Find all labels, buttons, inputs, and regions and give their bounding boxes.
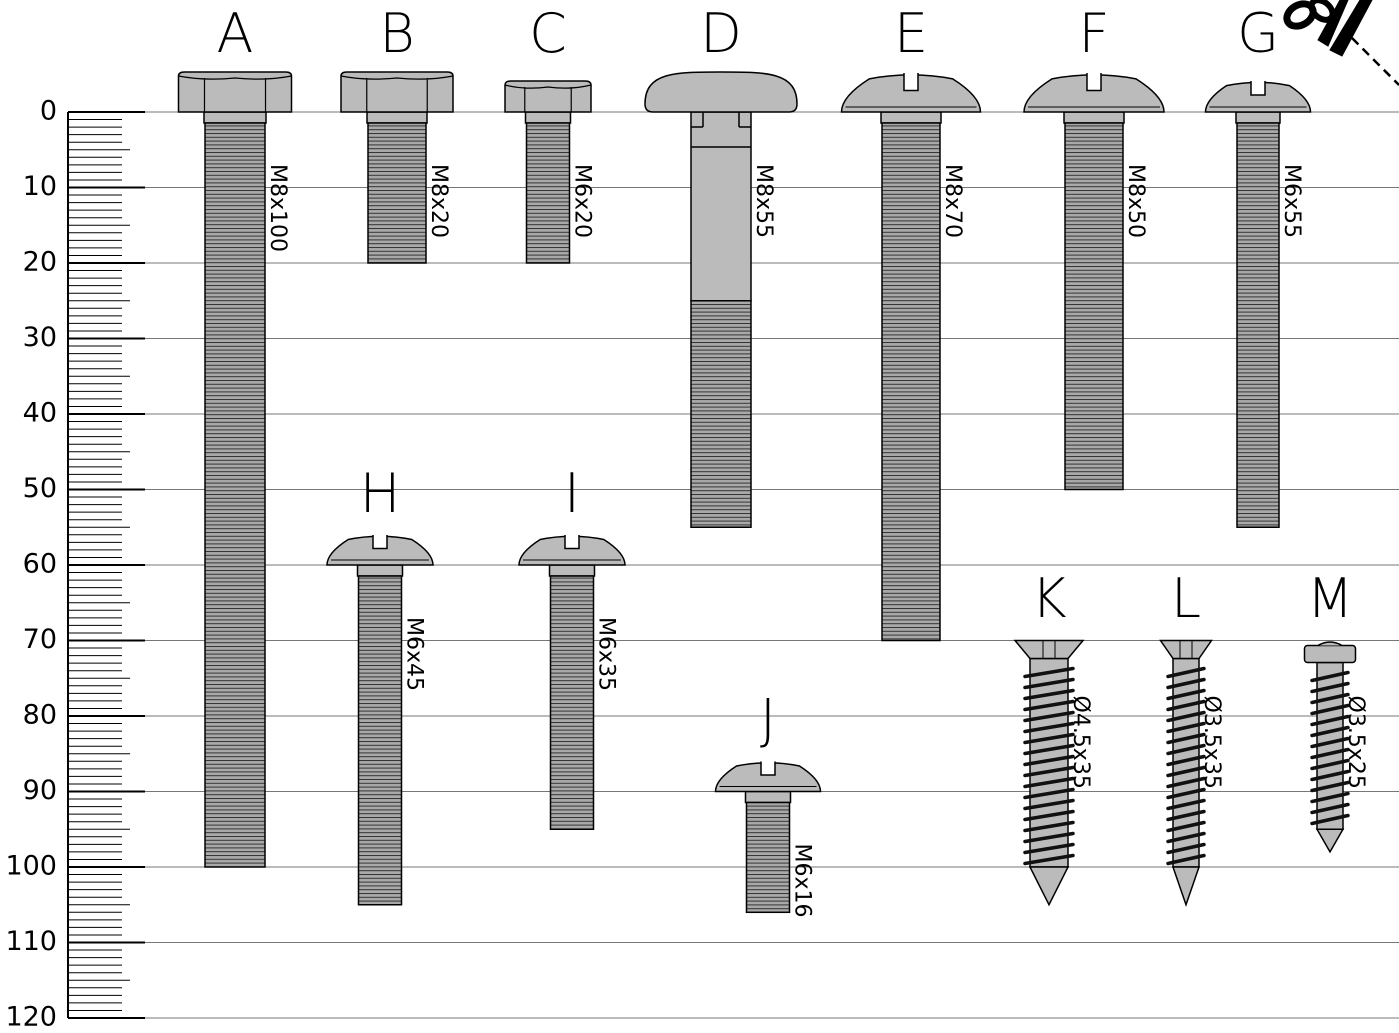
screw: C M6x20 <box>505 2 595 263</box>
screw-size: M6x20 <box>570 164 595 238</box>
screw: B M8x20 <box>341 2 453 263</box>
screw: F M8x50 <box>1024 2 1164 490</box>
scissors-icon <box>1283 0 1399 85</box>
ruler-tick-label: 100 <box>5 851 57 882</box>
thread <box>359 576 402 905</box>
countersunk-head <box>1161 641 1212 659</box>
slot <box>761 759 775 776</box>
thread <box>691 301 751 528</box>
screw-size: M6x55 <box>1279 164 1304 238</box>
slot <box>373 532 387 549</box>
countersunk-head <box>1015 641 1083 659</box>
bolt-smooth-shank <box>691 112 751 301</box>
screw: M Ø3.5x25 <box>1305 567 1369 852</box>
carriage-head <box>645 72 797 112</box>
screw-size: M8x70 <box>940 164 965 238</box>
ruler-tick-label: 80 <box>23 700 57 731</box>
pan-head <box>1305 646 1356 663</box>
screw-size: Ø4.5x35 <box>1068 696 1093 789</box>
screw-size: M8x100 <box>265 164 290 252</box>
ruler-tick-label: 110 <box>5 926 57 957</box>
screw: K Ø4.5x35 <box>1015 567 1093 905</box>
screw-size: M8x50 <box>1123 164 1148 238</box>
screw: J M6x16 <box>716 688 821 918</box>
screw-size: M8x55 <box>751 164 776 238</box>
screw: E M8x70 <box>842 2 981 641</box>
bolt-neck <box>1064 112 1124 123</box>
ruler-tick-label: 120 <box>5 1002 57 1033</box>
bolt-neck <box>358 565 403 576</box>
screw-size: M6x45 <box>402 617 427 691</box>
thread <box>527 123 570 263</box>
bolt-neck <box>550 565 595 576</box>
screw-letter: G <box>1237 2 1279 65</box>
screw-size: Ø3.5x25 <box>1343 696 1368 789</box>
screw-size: Ø3.5x35 <box>1199 696 1224 789</box>
bolt-neck <box>746 792 791 803</box>
bolt-neck <box>526 112 571 123</box>
screw: H M6x45 <box>327 462 433 905</box>
screw-letter: B <box>379 2 414 65</box>
ruler-tick-label: 10 <box>23 171 57 202</box>
screw: A M8x100 <box>179 2 292 867</box>
screw: G M6x55 <box>1206 2 1311 527</box>
ruler-tick-label: 60 <box>23 549 57 580</box>
screws: A M8x100 B M8x20 C M6x20 D M8x55 E M8x70 F M8x50 G M6… <box>179 2 1369 918</box>
screw-letter: L <box>1171 567 1201 630</box>
screw-size: M6x16 <box>790 844 815 918</box>
screw-size-chart: 0 10 20 30 40 50 60 70 80 90 100 110 120 A M8x100 B M8x… <box>0 0 1399 1033</box>
slot <box>1318 642 1342 646</box>
screw: I M6x35 <box>519 462 625 829</box>
hex-head <box>505 81 591 112</box>
screw: D M8x55 <box>645 2 797 527</box>
thread <box>747 803 790 913</box>
screw-size: M6x35 <box>594 617 619 691</box>
ruler-tick-label: 40 <box>23 398 57 429</box>
screw-letter: H <box>360 462 401 525</box>
screw-letter: K <box>1031 567 1066 630</box>
bolt-neck <box>881 112 941 123</box>
thread <box>205 123 265 867</box>
ruler-tick-label: 30 <box>23 322 57 353</box>
screw-letter: J <box>760 688 776 751</box>
ruler-tick-label: 50 <box>23 473 57 504</box>
bolt-neck <box>1236 112 1280 123</box>
screw-tip <box>1173 867 1199 905</box>
screw-letter: D <box>700 2 742 65</box>
thread <box>1237 123 1279 527</box>
screw-tip <box>1030 867 1068 905</box>
slot <box>1087 70 1101 91</box>
ruler-tick-label: 90 <box>23 775 57 806</box>
slot <box>565 532 579 549</box>
screw-tip <box>1317 829 1343 852</box>
ruler-tick-label: 0 <box>40 96 57 127</box>
ruler-tick-label: 20 <box>23 247 57 278</box>
bolt-neck <box>204 112 266 123</box>
slot <box>904 70 918 91</box>
screw-letter: I <box>564 462 580 525</box>
screw-letter: F <box>1078 2 1109 65</box>
thread <box>368 123 426 263</box>
screw-letter: C <box>529 2 567 65</box>
thread <box>551 576 594 829</box>
screw-letter: E <box>894 2 928 65</box>
thread <box>1065 123 1123 490</box>
thread <box>882 123 940 641</box>
screw-size: M8x20 <box>426 164 451 238</box>
screw-letter: M <box>1307 567 1354 630</box>
screw-letter: A <box>217 2 254 65</box>
bolt-neck <box>367 112 427 123</box>
ruler-tick-label: 70 <box>23 624 57 655</box>
screw: L Ø3.5x35 <box>1161 567 1225 905</box>
slot <box>1251 78 1265 95</box>
